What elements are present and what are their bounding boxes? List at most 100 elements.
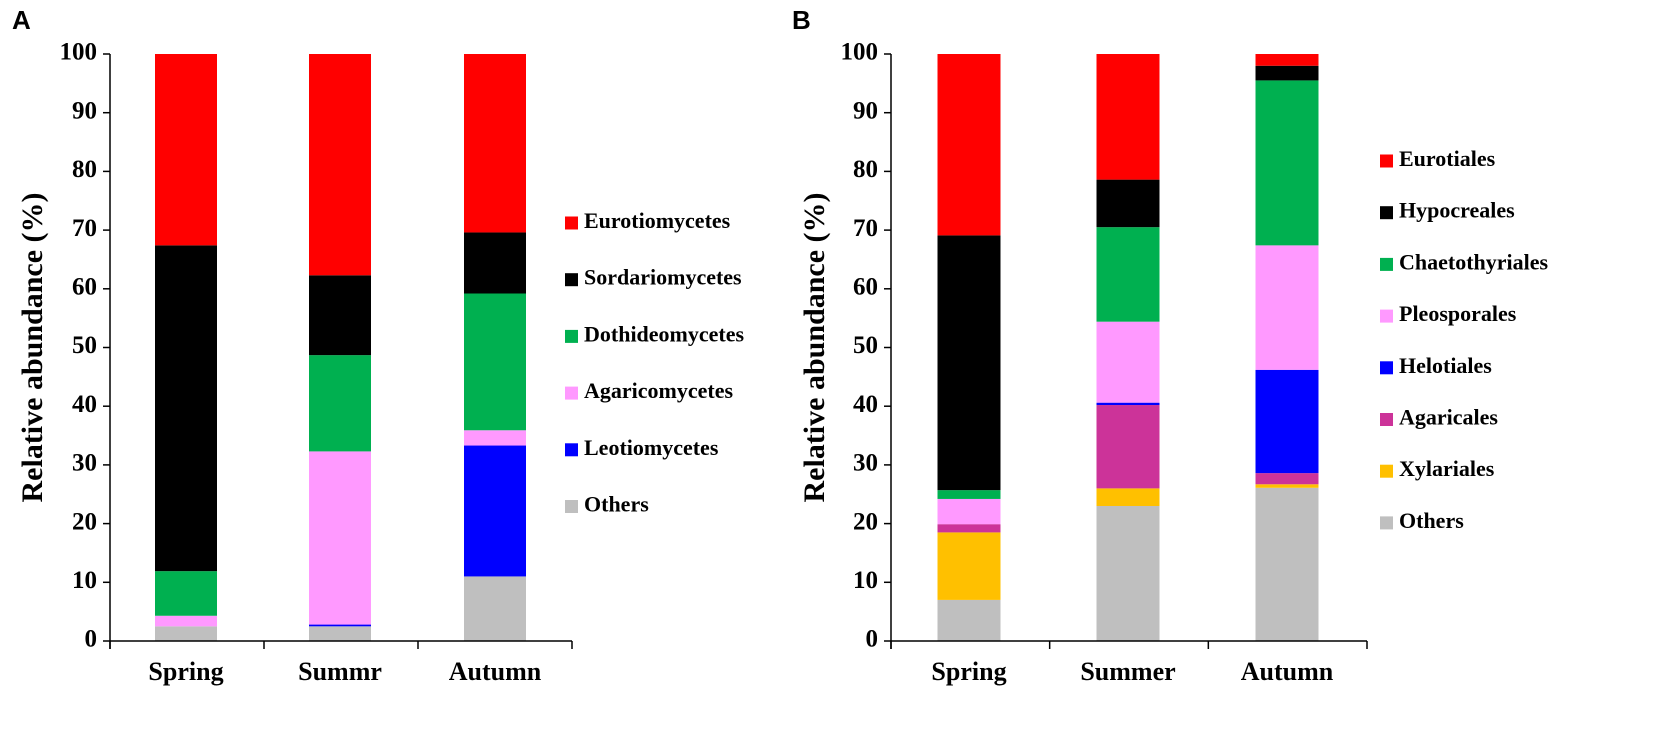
panel-a-bar-autumn-others <box>464 576 526 641</box>
panel-b-bar-spring-eurotiales <box>937 54 1001 236</box>
panel-b-bar-summer-others <box>1096 505 1160 641</box>
panel-a-bar-summr-eurotiomycetes <box>309 54 371 276</box>
panel-a-legend-label-sordariomycetes: Sordariomycetes <box>584 265 742 290</box>
panel-a-y-tick-label: 20 <box>72 508 97 535</box>
panel-a-bar-autumn-leotiomycetes <box>464 445 526 577</box>
panel-b-bar-autumn-eurotiales <box>1255 54 1319 66</box>
panel-b-legend-swatch-others <box>1380 516 1393 530</box>
panel-a-label: A <box>12 5 31 35</box>
panel-b-bar-autumn-helotiales <box>1255 369 1319 474</box>
panel-a-bar-autumn-agaricomycetes <box>464 430 526 446</box>
panel-a-y-tick-label: 10 <box>72 567 97 594</box>
panel-a-x-category-label: Summr <box>298 657 382 686</box>
panel-a-x-category-label: Spring <box>148 657 223 686</box>
panel-b-x-category-label: Autumn <box>1241 657 1334 686</box>
panel-b-legend-swatch-helotiales <box>1380 361 1393 375</box>
panel-b-legend-swatch-eurotiales <box>1380 154 1393 168</box>
panel-b-bar-spring-hypocreales <box>937 235 1001 491</box>
panel-a-bar-autumn-eurotiomycetes <box>464 54 526 233</box>
panel-a-y-tick-label: 50 <box>72 332 97 359</box>
panel-a-bar-spring-agaricomycetes <box>155 615 217 627</box>
panel-a-bar-autumn-sordariomycetes <box>464 232 526 294</box>
panel-b: B 0 10 20 30 40 50 60 70 80 90 100 Spring Summer Autum… <box>792 5 1549 686</box>
panel-b-legend-swatch-agaricales <box>1380 413 1393 426</box>
panel-a-legend-swatch-agaricomycetes <box>565 386 578 400</box>
panel-b-label: B <box>792 5 811 35</box>
panel-a-bar-summr-leotiomycetes <box>309 624 371 627</box>
panel-a-bar-summr-dothideomycetes <box>309 355 371 452</box>
panel-b-bar-summer-agaricales <box>1096 405 1160 489</box>
panel-b-bar-autumn-hypocreales <box>1255 65 1319 81</box>
panel-a-x-category-label: Autumn <box>449 657 542 686</box>
panel-a-legend-label-leotiomycetes: Leotiomycetes <box>584 435 719 460</box>
panel-a-legend-swatch-leotiomycetes <box>565 443 578 457</box>
panel-b-bar-spring-others <box>937 599 1001 641</box>
panel-b-bar-summer-helotiales <box>1096 402 1160 406</box>
panel-b-y-tick-label: 80 <box>853 156 878 183</box>
panel-a-bar-autumn-dothideomycetes <box>464 293 526 431</box>
panel-a-bar-spring-sordariomycetes <box>155 245 217 572</box>
panel-b-y-axis-title: Relative abundance (%) <box>798 193 831 503</box>
panel-a-y-tick-label: 100 <box>60 39 98 66</box>
panel-a-legend-swatch-others <box>565 500 578 513</box>
panel-b-bar-autumn-chaetothyriales <box>1255 80 1319 246</box>
panel-b-y-tick-label: 40 <box>853 391 878 418</box>
panel-a-legend-swatch-dothideomycetes <box>565 329 578 343</box>
panel-b-bar-spring-xylariales <box>937 532 1001 600</box>
panel-a-bar-spring-eurotiomycetes <box>155 54 217 246</box>
panel-a-legend-label-eurotiomycetes: Eurotiomycetes <box>584 208 731 233</box>
panel-a-y-tick-label: 0 <box>85 626 98 653</box>
panel-b-legend-label-eurotiales: Eurotiales <box>1399 146 1496 171</box>
panel-a-legend-label-agaricomycetes: Agaricomycetes <box>584 378 733 403</box>
panel-b-y-tick-label: 100 <box>841 39 879 66</box>
panel-b-x-category-label: Spring <box>931 657 1006 686</box>
panel-b-legend-label-agaricales: Agaricales <box>1399 405 1498 430</box>
panel-b-legend-swatch-chaetothyriales <box>1380 257 1393 271</box>
panel-b-bar-autumn-xylariales <box>1255 484 1319 488</box>
panel-b-bar-summer-pleosporales <box>1096 321 1160 403</box>
panel-b-y-tick-label: 90 <box>853 97 878 124</box>
panel-b-x-category-label: Summer <box>1080 657 1175 686</box>
panel-b-legend-label-xylariales: Xylariales <box>1399 456 1495 481</box>
panel-b-y-tick-label: 70 <box>853 215 878 242</box>
panel-b-bar-autumn-pleosporales <box>1255 245 1319 370</box>
panel-b-y-tick-label: 30 <box>853 450 878 477</box>
panel-a-bar-summr-others <box>309 626 371 641</box>
panel-a-y-tick-label: 70 <box>72 215 97 242</box>
panel-a-y-tick-label: 40 <box>72 391 97 418</box>
panel-a-legend-swatch-sordariomycetes <box>565 273 578 287</box>
panel-b-bar-autumn-agaricales <box>1255 473 1319 485</box>
panel-a-legend-swatch-eurotiomycetes <box>565 216 578 230</box>
panel-b-bar-summer-hypocreales <box>1096 179 1160 228</box>
panel-a-y-tick-label: 60 <box>72 274 97 301</box>
panel-b-bar-spring-agaricales <box>937 524 1001 533</box>
panel-b-legend-swatch-pleosporales <box>1380 309 1393 323</box>
panel-b-y-tick-label: 0 <box>866 626 879 653</box>
panel-a-bar-spring-others <box>155 626 217 641</box>
panel-b-bar-summer-chaetothyriales <box>1096 227 1160 322</box>
panel-a-legend-label-dothideomycetes: Dothideomycetes <box>584 321 745 346</box>
panel-b-bar-spring-pleosporales <box>937 498 1001 525</box>
panel-b-bar-autumn-others <box>1255 487 1319 641</box>
panel-b-legend-label-helotiales: Helotiales <box>1399 353 1492 378</box>
panel-b-legend-swatch-hypocreales <box>1380 206 1393 220</box>
panel-a-y-axis-title: Relative abundance (%) <box>16 193 49 503</box>
panel-b-legend-swatch-xylariales <box>1380 464 1393 478</box>
panel-b-bar-summer-eurotiales <box>1096 54 1160 180</box>
panel-b-legend-label-others: Others <box>1399 508 1464 533</box>
panel-b-y-tick-label: 10 <box>853 567 878 594</box>
panel-a-y-tick-label: 30 <box>72 450 97 477</box>
panel-b-y-tick-label: 50 <box>853 332 878 359</box>
panel-a: A 0 10 20 30 40 50 60 70 80 90 100 Spring Summr Autumn… <box>12 5 745 686</box>
panel-b-y-tick-label: 20 <box>853 508 878 535</box>
panel-b-legend-label-pleosporales: Pleosporales <box>1399 301 1517 326</box>
panel-b-legend-label-hypocreales: Hypocreales <box>1399 198 1515 223</box>
panel-a-y-tick-label: 90 <box>72 97 97 124</box>
panel-a-legend-label-others: Others <box>584 492 649 517</box>
panel-b-legend-label-chaetothyriales: Chaetothyriales <box>1399 249 1549 274</box>
panel-a-y-tick-label: 80 <box>72 156 97 183</box>
panel-a-bar-spring-dothideomycetes <box>155 571 217 616</box>
panel-a-bar-summr-sordariomycetes <box>309 275 371 356</box>
panel-b-bar-summer-xylariales <box>1096 488 1160 506</box>
